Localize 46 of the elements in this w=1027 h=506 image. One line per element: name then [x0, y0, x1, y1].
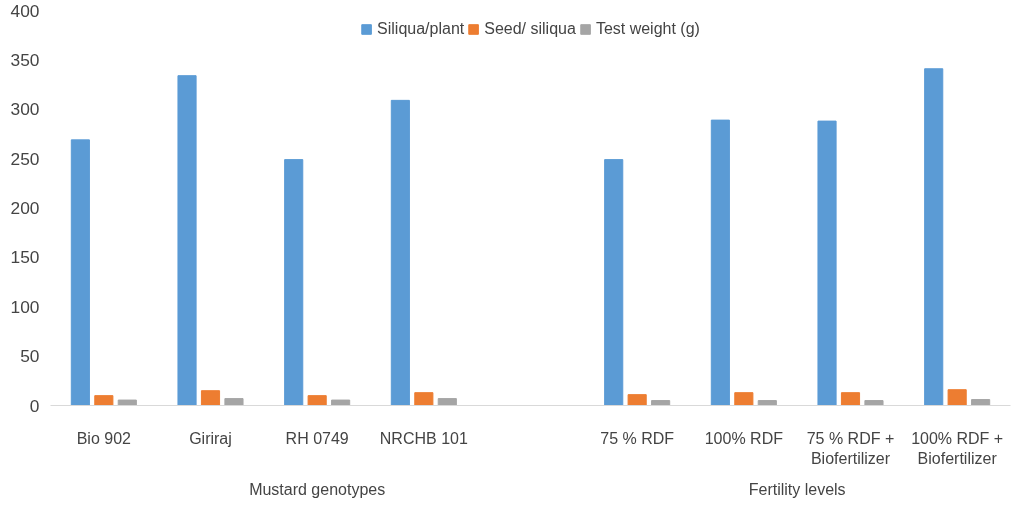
- y-tick-label: 300: [10, 99, 40, 120]
- bar: [307, 395, 327, 406]
- y-tick-label: 400: [10, 0, 40, 21]
- bar: [331, 399, 351, 406]
- bar: [414, 392, 434, 406]
- bar: [177, 75, 197, 406]
- x-tick-label: 100% RDF + Biofertilizer: [911, 429, 1004, 467]
- y-tick-label: 200: [10, 198, 40, 218]
- y-tick-label: 100: [10, 296, 40, 317]
- y-tick-label: 250: [10, 148, 40, 169]
- bar: [390, 99, 410, 406]
- bar: [840, 392, 861, 406]
- x-tick-label: Bio 902: [76, 429, 132, 447]
- bar: [924, 68, 944, 406]
- bar: [734, 392, 754, 406]
- y-tick-label: 50: [20, 346, 40, 367]
- bar: [200, 390, 221, 406]
- text: Fertility levels: [748, 480, 846, 498]
- bar: [971, 399, 991, 406]
- x-tick-label: 75 % RDF: [600, 429, 675, 447]
- x-tick-label: 75 % RDF + Biofertilizer: [806, 429, 895, 467]
- bar: [94, 395, 114, 406]
- bar: [947, 389, 967, 406]
- bar: [604, 159, 624, 406]
- text: Mustard genotypes: [249, 480, 386, 498]
- legend-label: Siliqua/plant: [377, 20, 465, 38]
- x-tick-label: RH 0749: [285, 429, 349, 447]
- y-tick-label: 350: [10, 49, 40, 70]
- bar: [817, 120, 837, 406]
- legend-label: Seed/ siliqua: [484, 20, 576, 38]
- bar: [117, 399, 137, 406]
- legend-label: Test weight (g): [595, 20, 700, 38]
- bar: [224, 398, 244, 406]
- x-tick-label: NRCHB 101: [379, 429, 468, 447]
- bar: [70, 139, 90, 406]
- bar: [864, 400, 884, 406]
- bar: [437, 398, 457, 406]
- y-tick-label: 150: [10, 247, 40, 268]
- bar: [627, 394, 647, 406]
- x-tick-label: 100% RDF: [704, 429, 784, 447]
- bar: [710, 119, 730, 406]
- bar: [757, 400, 777, 406]
- y-tick-label: 0: [29, 395, 40, 416]
- bar: [284, 159, 304, 406]
- bar: [651, 400, 671, 406]
- x-tick-label: Giriraj: [189, 429, 232, 447]
